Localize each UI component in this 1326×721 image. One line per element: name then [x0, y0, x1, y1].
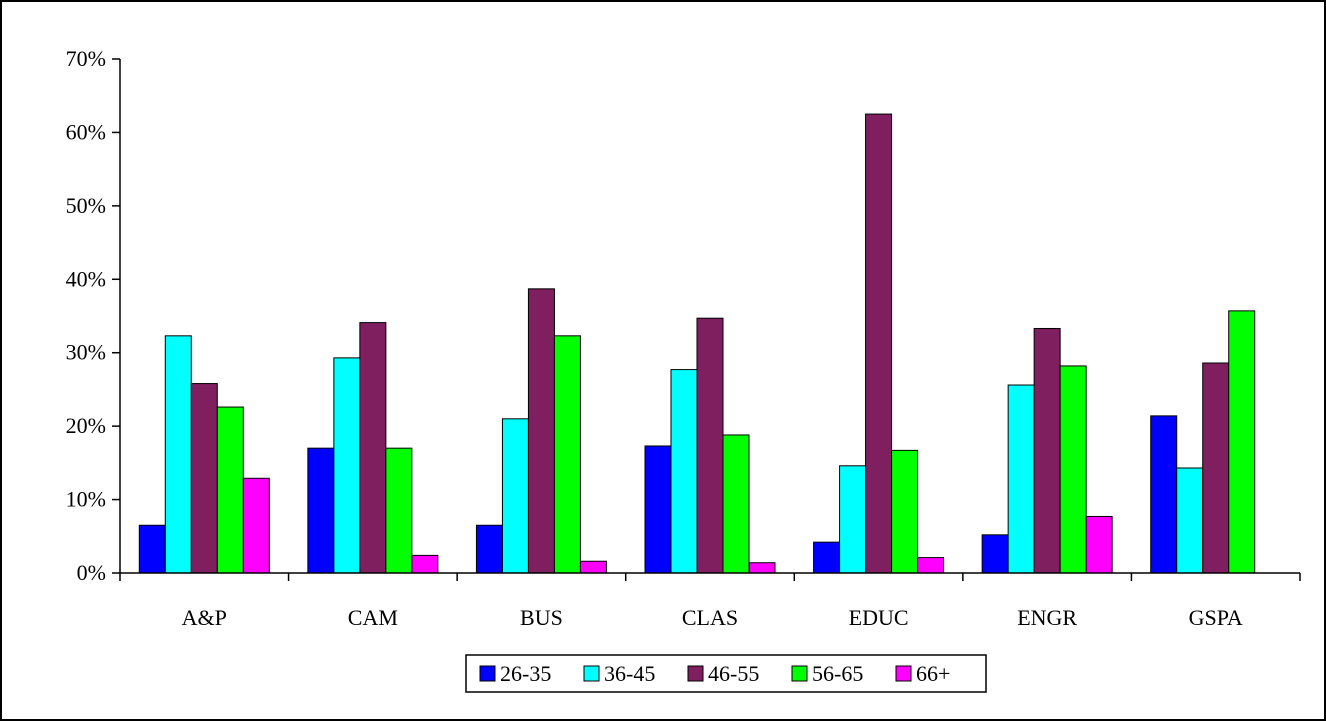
bar-cam-36-45: [333, 357, 361, 574]
bar-bus-36-45: [501, 418, 529, 574]
y-tick-label: 60%: [66, 119, 106, 144]
bar-cam-26-35: [307, 447, 335, 574]
bar-engr-56-65: [1059, 365, 1087, 574]
legend-label-46-55: 46-55: [708, 661, 759, 686]
legend-swatch-66: [895, 665, 912, 682]
x-tick-label-educ: EDUC: [849, 605, 909, 630]
x-tick-label-bus: BUS: [520, 605, 563, 630]
bar-gspa-36-45: [1176, 467, 1204, 574]
bar-educ-66: [917, 557, 945, 574]
bar-aandp-46-55: [190, 383, 218, 574]
y-tick-label: 30%: [66, 340, 106, 365]
x-tick-label-gspa: GSPA: [1189, 605, 1243, 630]
bar-clas-26-35: [644, 445, 672, 574]
x-tick-label-cam: CAM: [348, 605, 398, 630]
legend-swatch-26-35: [479, 665, 496, 682]
x-tick-label-aandp: A&P: [182, 605, 227, 630]
bar-cam-56-65: [385, 447, 413, 574]
legend-swatch-56-65: [791, 665, 808, 682]
bar-gspa-56-65: [1228, 310, 1256, 574]
bar-cam-66: [411, 554, 439, 574]
bar-aandp-66: [242, 477, 270, 574]
y-tick-label: 0%: [77, 560, 106, 585]
bar-cam-46-55: [359, 322, 387, 574]
bar-clas-66: [748, 562, 776, 574]
bar-engr-66: [1085, 515, 1113, 574]
axes-group: 0% 10% 20% 30% 40% 50% 60% 70% A&P CAM BUS CLAS EDUC…: [66, 46, 1301, 630]
legend-swatch-36-45: [583, 665, 600, 682]
y-tick-label: 50%: [66, 193, 106, 218]
legend-label-56-65: 56-65: [812, 661, 863, 686]
x-tick-label-engr: ENGR: [1017, 605, 1077, 630]
bar-bus-26-35: [475, 524, 503, 574]
bar-gspa-46-55: [1202, 362, 1230, 574]
bar-clas-46-55: [696, 317, 724, 574]
bar-engr-36-45: [1007, 384, 1035, 574]
bar-aandp-26-35: [138, 524, 166, 574]
bar-educ-26-35: [813, 541, 841, 574]
bar-educ-46-55: [865, 113, 893, 574]
bar-bus-56-65: [553, 335, 581, 574]
bar-engr-26-35: [981, 534, 1009, 574]
y-tick-label: 40%: [66, 266, 106, 291]
bar-gspa-26-35: [1150, 415, 1178, 574]
bars-group: [138, 113, 1256, 574]
x-tick-label-clas: CLAS: [682, 605, 738, 630]
legend-label-66: 66+: [916, 661, 950, 686]
legend-label-36-45: 36-45: [604, 661, 655, 686]
legend-swatch-46-55: [687, 665, 704, 682]
legend-label-26-35: 26-35: [500, 661, 551, 686]
y-tick-label: 20%: [66, 413, 106, 438]
bar-aandp-36-45: [164, 335, 192, 574]
bar-educ-56-65: [891, 449, 919, 574]
legend: 26-35 36-45 46-55 56-65 66+: [465, 654, 987, 693]
bar-bus-66: [579, 560, 607, 574]
bar-clas-56-65: [722, 434, 750, 574]
bar-aandp-56-65: [216, 406, 244, 574]
bar-clas-36-45: [670, 369, 698, 574]
y-tick-label: 70%: [66, 46, 106, 71]
bar-bus-46-55: [527, 288, 555, 574]
y-tick-label: 10%: [66, 487, 106, 512]
bar-educ-36-45: [839, 465, 867, 574]
bar-engr-46-55: [1033, 327, 1061, 574]
